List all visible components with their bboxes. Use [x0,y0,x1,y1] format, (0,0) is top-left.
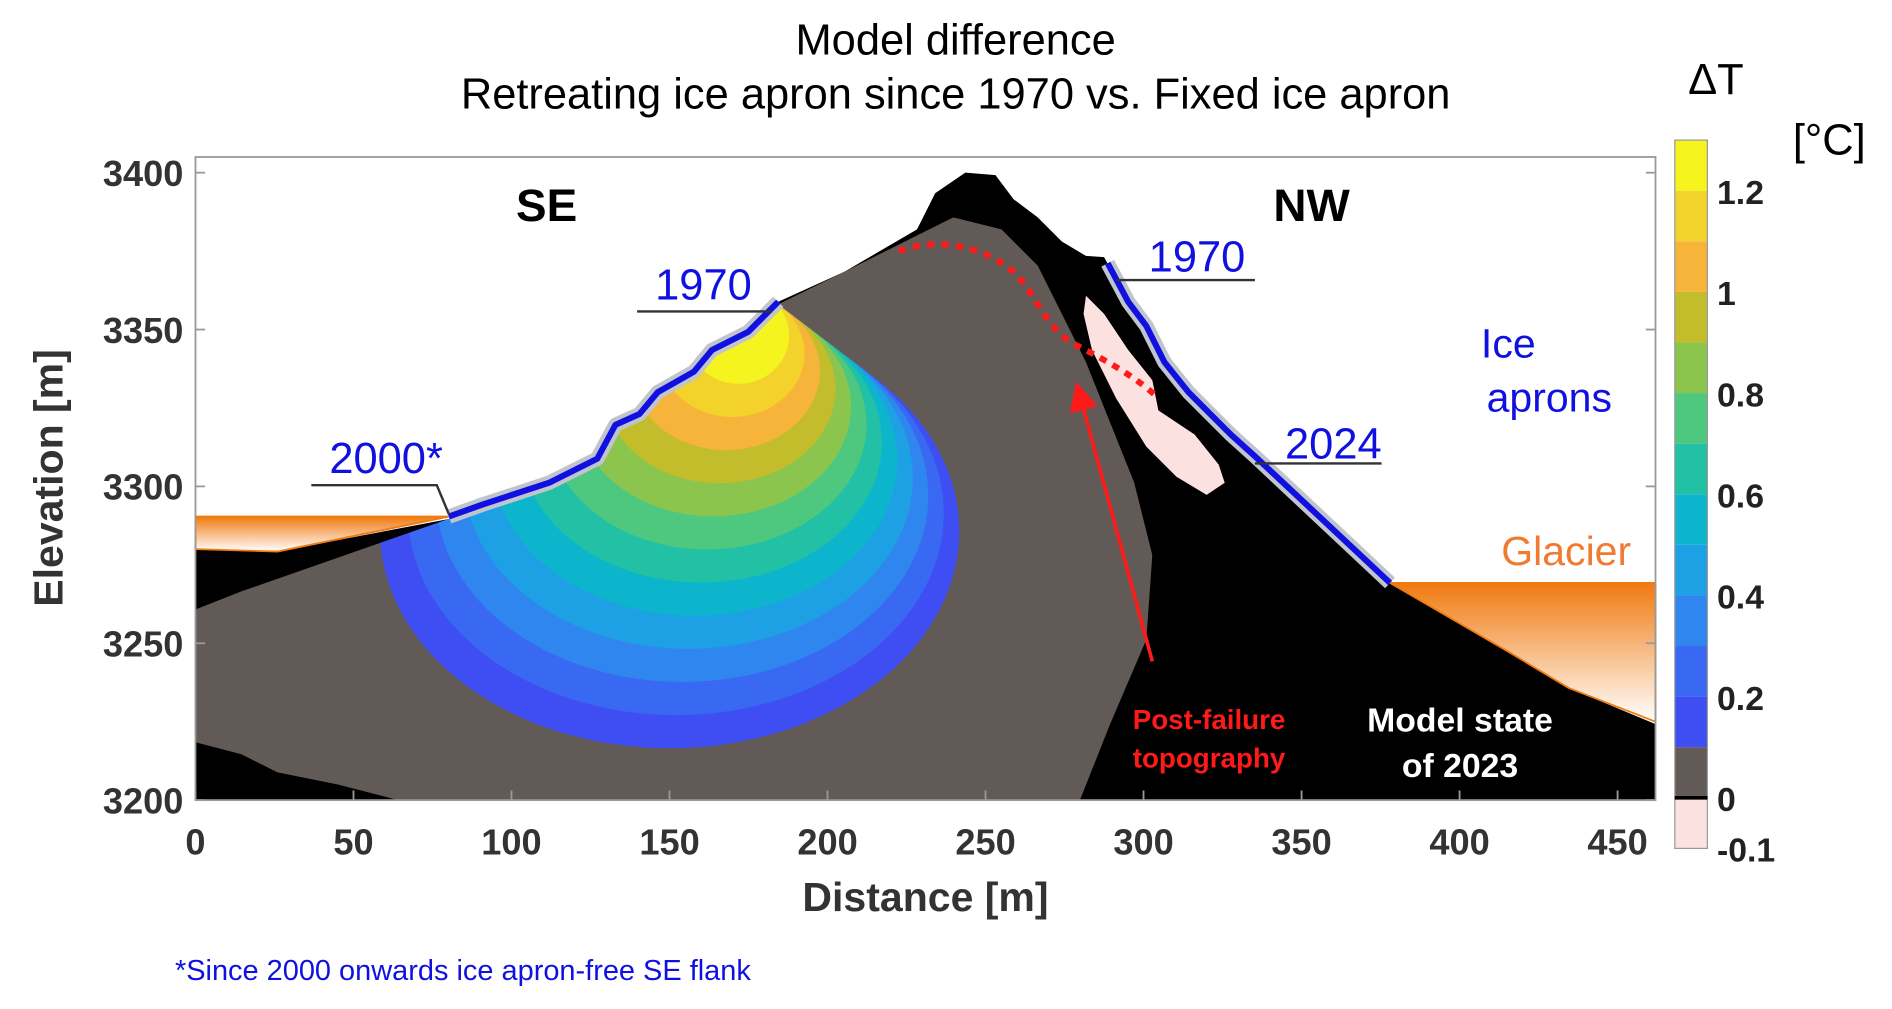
colorbar-segment [1674,443,1708,495]
ice-apron-se [447,299,781,520]
annotation: 1970 [1149,234,1246,282]
colorbar-tick-label: 0.6 [1717,478,1764,516]
x-tick-label: 400 [1429,821,1489,862]
colorbar-segment [1674,190,1708,242]
colorbar-segment [1674,494,1708,545]
x-tick-label: 50 [333,821,373,862]
ice-apron-nw [1105,261,1393,586]
y-tick-label: 3400 [103,153,184,194]
colorbar-segment [1674,696,1708,748]
annotation: NW [1273,179,1350,231]
chart-subtitle: Retreating ice apron since 1970 vs. Fixe… [461,71,1451,119]
colorbar-segment [1674,646,1708,697]
x-tick-label: 200 [797,821,857,862]
leader-line [311,483,450,515]
negative-zone [1083,295,1225,495]
annotation: Model state [1367,701,1553,739]
colorbar-tick-label: -0.1 [1717,832,1775,870]
annotation: of 2023 [1402,747,1518,785]
y-tick-label: 3300 [103,467,184,508]
colorbar-frame [1674,139,1708,849]
colorbar-label: ΔT [1688,56,1744,104]
annotation: 1970 [655,261,752,309]
annotation: Post-failure [1133,704,1286,735]
colorbar-segment [1674,544,1708,596]
arrow [1069,381,1155,662]
colorbar-tick-label: 0.4 [1717,579,1764,617]
annotation: aprons [1487,375,1612,421]
x-tick-label: 300 [1113,821,1173,862]
colorbar-segment [1674,595,1708,647]
post-failure-line [897,241,1161,401]
colorbar-unit: [°C] [1793,117,1866,165]
colorbar-segment [1674,797,1708,849]
y-tick-label: 3350 [103,310,184,351]
x-tick-label: 250 [955,821,1015,862]
colorbar-tick-label: 1.2 [1717,174,1764,212]
y-tick-label: 3250 [103,624,184,665]
colorbar-segment [1674,241,1708,292]
colorbar-tick-label: 0.2 [1717,680,1764,718]
colorbar-segment [1674,342,1708,394]
colorbar-segment [1674,393,1708,444]
x-tick-label: 100 [481,821,541,862]
colorbar-tick-label: 0.8 [1717,376,1764,414]
x-tick-label: 0 [185,821,205,862]
glacier-right [1386,582,1657,724]
x-tick-label: 150 [639,821,699,862]
plot-frame [194,156,1657,802]
annotation: SE [516,179,577,231]
annotation: Ice [1481,320,1536,366]
colorbar-segment [1674,747,1708,798]
colorbar-segment [1674,140,1708,191]
chart-title: Model difference [796,16,1116,64]
colorbar-segment [1674,291,1708,343]
colorbar-tick-label: 0 [1717,781,1736,819]
y-axis-label: Elevation [m] [26,349,72,607]
footnote: *Since 2000 onwards ice apron-free SE fl… [175,955,751,987]
annotation: 2024 [1285,421,1382,469]
annotation: Glacier [1501,528,1631,574]
x-axis-label: Distance [m] [802,874,1048,920]
colorbar-tick-label: 1 [1717,275,1736,313]
y-tick-label: 3200 [103,780,184,821]
annotation: topography [1133,743,1286,774]
x-tick-label: 350 [1271,821,1331,862]
x-tick-label: 450 [1587,821,1647,862]
annotation: 2000* [329,435,443,483]
